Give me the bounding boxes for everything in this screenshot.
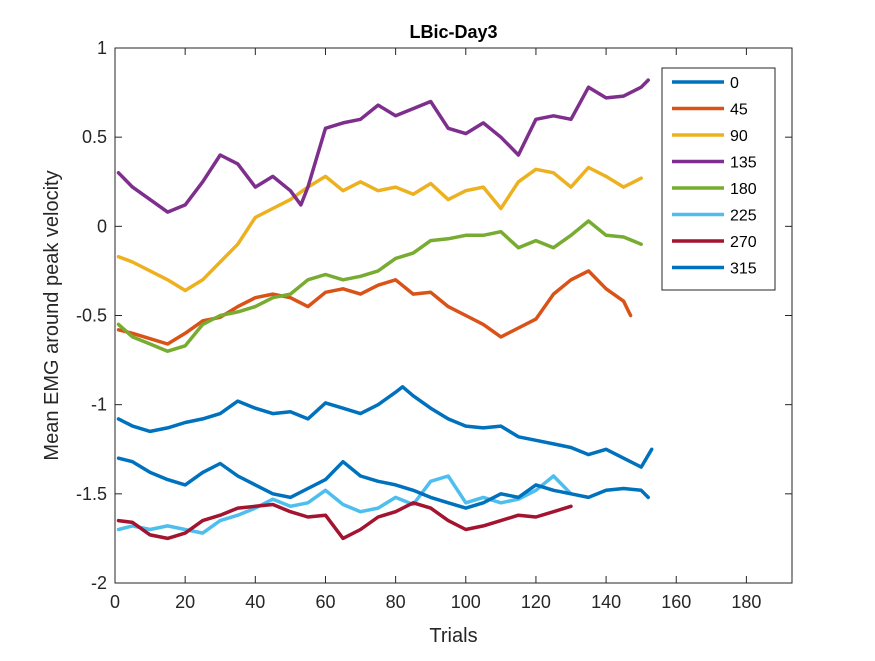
x-tick-label: 140	[591, 592, 621, 612]
legend-label-180: 180	[730, 181, 757, 198]
y-tick-label: -1.5	[76, 484, 107, 504]
y-tick-label: 0	[97, 216, 107, 236]
chart-title: LBic-Day3	[409, 22, 497, 42]
legend-label-90: 90	[730, 128, 748, 145]
series-line-315	[116, 456, 650, 510]
y-axis-label: Mean EMG around peak velocity	[41, 170, 63, 460]
series-line-270	[116, 501, 573, 541]
y-tick-label: 1	[97, 38, 107, 58]
y-tick-label: -2	[91, 573, 107, 593]
legend-label-225: 225	[730, 208, 757, 225]
legend-label-270: 270	[730, 234, 757, 251]
legend-label-0: 0	[730, 75, 739, 92]
series-layer	[116, 78, 654, 541]
y-tick-label: -1	[91, 395, 107, 415]
x-tick-label: 60	[315, 592, 335, 612]
x-tick-label: 40	[245, 592, 265, 612]
x-tick-label: 0	[110, 592, 120, 612]
series-line-90	[116, 165, 643, 293]
axes-layer: 0 20 40 60 80 100 120 140 160 180 1 0.5 0 -0.5 -1 -1.5 -…	[76, 38, 793, 612]
y-tick-label: 0.5	[82, 127, 107, 147]
series-line-135	[116, 78, 650, 214]
legend: 0 45 90 135 180 225 270 315	[661, 67, 776, 291]
x-tick-label: 180	[731, 592, 761, 612]
x-tick-label: 160	[661, 592, 691, 612]
legend-label-135: 135	[730, 155, 757, 172]
series-line-180	[116, 219, 643, 353]
legend-box	[661, 67, 776, 291]
x-tick-label: 80	[386, 592, 406, 612]
x-tick-label: 100	[451, 592, 481, 612]
x-axis-label: Trials	[429, 625, 477, 647]
series-line-0	[116, 385, 654, 469]
series-line-45	[116, 269, 633, 346]
x-tick-label: 20	[175, 592, 195, 612]
x-tick-label: 120	[521, 592, 551, 612]
legend-label-315: 315	[730, 261, 757, 278]
legend-label-45: 45	[730, 102, 748, 119]
y-tick-label: -0.5	[76, 306, 107, 326]
